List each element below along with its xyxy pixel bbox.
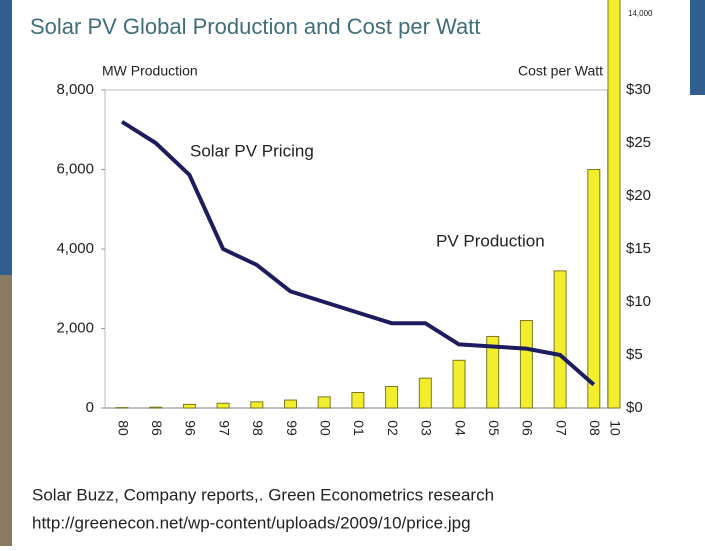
chart-title: Solar PV Global Production and Cost per … <box>30 14 480 39</box>
annotation: PV Production <box>436 231 545 250</box>
bar <box>251 402 263 408</box>
y2-tick-label: $5 <box>626 346 643 363</box>
bar <box>554 271 566 408</box>
y2-tick-label: $0 <box>626 399 643 416</box>
source: Solar Buzz, Company reports,. Green Econ… <box>32 485 494 504</box>
x-tick-label: 04 <box>452 420 468 436</box>
bar <box>520 321 532 408</box>
bar <box>608 0 620 408</box>
x-tick-label: 03 <box>419 420 435 436</box>
y2-tick-label: $25 <box>626 134 651 151</box>
bar <box>318 397 330 408</box>
source: http://greenecon.net/wp-content/uploads/… <box>32 513 471 532</box>
y2-tick-label: $10 <box>626 293 651 310</box>
y2-tick-label: $30 <box>626 81 651 98</box>
y-tick-label: 0 <box>86 399 94 416</box>
x-tick-label: 10 <box>607 420 623 436</box>
y2-axis-label: Cost per Watt <box>518 63 603 79</box>
bar <box>217 403 229 408</box>
y2-tick-label: $20 <box>626 187 651 204</box>
x-tick-label: 02 <box>385 420 401 436</box>
bar <box>352 392 364 408</box>
x-tick-label: 07 <box>553 420 569 436</box>
y-tick-label: 4,000 <box>56 240 94 257</box>
x-tick-label: 99 <box>284 420 300 436</box>
y-axis-label: MW Production <box>102 63 198 79</box>
x-tick-label: 86 <box>149 420 165 436</box>
x-tick-label: 97 <box>216 420 232 436</box>
y-tick-label: 6,000 <box>56 160 94 177</box>
bar <box>386 387 398 408</box>
bar <box>588 170 600 409</box>
y-tick-label: 8,000 <box>56 81 94 98</box>
y-tick-label: 2,000 <box>56 319 94 336</box>
bar <box>183 404 195 408</box>
annotation: Solar PV Pricing <box>190 141 314 160</box>
x-tick-label: 80 <box>115 420 131 436</box>
x-tick-label: 06 <box>520 420 536 436</box>
value-label: 14,000 <box>628 9 653 18</box>
x-tick-label: 98 <box>250 420 266 436</box>
chart: Solar PV Global Production and Cost per … <box>0 0 705 546</box>
bar <box>285 400 297 408</box>
x-tick-label: 08 <box>587 420 603 436</box>
x-tick-label: 00 <box>317 420 333 436</box>
bar <box>150 407 162 408</box>
bar <box>453 360 465 408</box>
x-tick-label: 05 <box>486 420 502 436</box>
photo-edge <box>0 275 12 546</box>
slide-edge <box>690 0 705 95</box>
y2-tick-label: $15 <box>626 240 651 257</box>
bar <box>419 378 431 408</box>
x-tick-label: 96 <box>183 420 199 436</box>
x-tick-label: 01 <box>351 420 367 436</box>
slide-edge <box>0 0 12 275</box>
